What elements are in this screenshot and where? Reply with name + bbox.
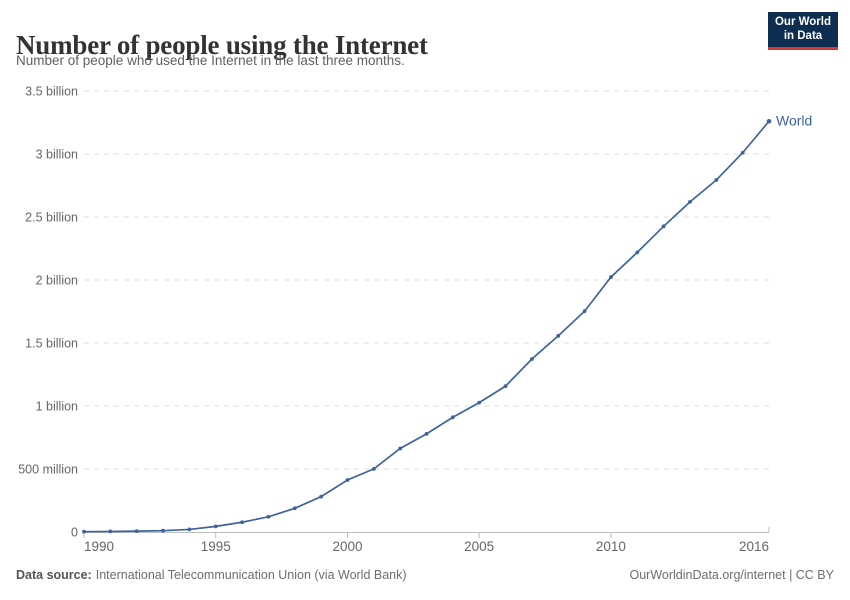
y-tick-label: 0: [71, 526, 78, 540]
world-line: [83, 120, 770, 533]
data-point-marker: [292, 506, 297, 511]
x-tick-label: 2000: [332, 539, 362, 554]
data-point-marker: [187, 527, 192, 532]
chart-subtitle: Number of people who used the Internet i…: [16, 53, 405, 68]
y-tick-label: 1 billion: [36, 400, 78, 414]
y-tick-label: 3 billion: [36, 148, 78, 162]
chart-title: Number of people using the Internet: [16, 30, 428, 61]
data-point-marker: [609, 275, 613, 279]
x-tick-label: 1990: [84, 539, 114, 554]
data-point-marker: [213, 524, 218, 529]
data-point-marker: [450, 415, 455, 420]
data-point-marker: [345, 478, 350, 482]
data-point-marker: [503, 384, 508, 389]
owid-logo[interactable]: Our World in Data: [768, 12, 838, 50]
chart-footer: Data source: International Telecommunicat…: [16, 568, 834, 582]
data-point-marker: [714, 178, 719, 182]
data-point-marker: [740, 150, 745, 155]
data-point-marker: [82, 529, 86, 534]
y-tick-label: 2.5 billion: [25, 211, 78, 225]
data-point-marker: [635, 250, 640, 255]
series-end-label[interactable]: World: [776, 113, 812, 129]
y-tick-label: 2 billion: [36, 274, 78, 288]
data-point-marker: [266, 514, 271, 519]
y-tick-label: 3.5 billion: [25, 85, 78, 99]
data-point-marker: [661, 224, 666, 229]
x-tick-label: 2016: [739, 539, 769, 554]
data-point-marker: [371, 467, 376, 471]
y-tick-label: 1.5 billion: [25, 337, 78, 351]
data-source-value: International Telecommunication Union (v…: [95, 568, 407, 582]
data-point-marker: [108, 529, 113, 534]
owid-logo-line2: in Data: [783, 29, 823, 42]
data-source-label: Data source:: [16, 568, 92, 582]
data-point-marker: [556, 334, 561, 338]
x-tick-label: 2010: [596, 539, 626, 554]
data-point-marker: [766, 118, 772, 124]
data-point-marker: [134, 529, 139, 534]
data-point-marker: [582, 309, 587, 314]
data-point-marker: [477, 400, 482, 405]
data-point-marker: [398, 446, 403, 451]
data-point-marker: [319, 494, 324, 499]
data-point-marker: [688, 199, 692, 204]
data-source: Data source: International Telecommunicat…: [16, 568, 407, 582]
data-point-marker: [424, 431, 429, 436]
data-point-marker: [529, 357, 534, 361]
attribution-link[interactable]: OurWorldinData.org/internet | CC BY: [629, 568, 835, 582]
y-tick-label: 500 million: [18, 463, 78, 477]
x-tick-label: 2005: [464, 539, 494, 554]
data-point-marker: [161, 528, 165, 533]
owid-logo-line1: Our World: [774, 16, 831, 28]
data-point-marker: [240, 520, 244, 525]
x-tick-label: 1995: [201, 539, 231, 554]
